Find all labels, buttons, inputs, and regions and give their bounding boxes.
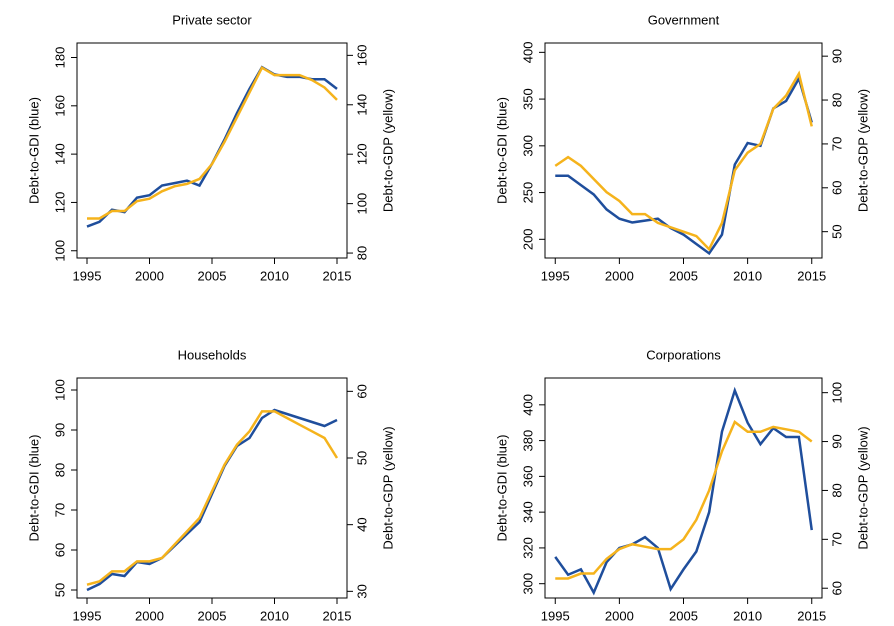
x-tick-label: 2005 [669, 268, 698, 283]
y-tick-label: 380 [520, 430, 535, 452]
y-tick-label: 340 [520, 501, 535, 523]
y-tick-label: 350 [520, 88, 535, 110]
y2-tick-label: 140 [354, 94, 369, 116]
panel-title: Private sector [172, 12, 252, 27]
y-tick-label: 300 [520, 573, 535, 595]
y-axis-title: Debt-to-GDI (blue) [26, 97, 41, 204]
x-tick-label: 2015 [323, 608, 352, 623]
series-line [86, 410, 339, 586]
x-tick-label: 1995 [541, 608, 570, 623]
series-line [555, 75, 813, 256]
y2-tick-label: 80 [829, 483, 844, 497]
x-tick-label: 1995 [73, 268, 102, 283]
series-line [86, 408, 338, 592]
y2-tick-label: 100 [354, 193, 369, 215]
y-tick-label: 120 [52, 192, 67, 214]
y-tick-label: 160 [52, 95, 67, 117]
panel-title: Corporations [646, 347, 721, 362]
y2-tick-label: 40 [354, 517, 369, 531]
y2-tick-label: 100 [829, 382, 844, 404]
y-tick-label: 60 [52, 543, 67, 557]
x-tick-label: 2005 [198, 608, 227, 623]
y-tick-label: 50 [52, 583, 67, 597]
y2-axis-title: Debt-to-GDP (yellow) [855, 89, 870, 212]
y-axis-title: Debt-to-GDI (blue) [26, 435, 41, 542]
plot-box [544, 377, 823, 599]
plot-box [76, 377, 348, 599]
y-tick-label: 70 [52, 503, 67, 517]
y2-tick-label: 80 [354, 246, 369, 260]
y2-tick-label: 70 [829, 532, 844, 546]
series-line [86, 65, 338, 228]
x-tick-label: 1995 [541, 268, 570, 283]
y-tick-label: 320 [520, 537, 535, 559]
y-tick-label: 180 [52, 47, 67, 69]
y2-tick-label: 60 [829, 181, 844, 195]
y-tick-label: 90 [52, 423, 67, 437]
y2-tick-label: 50 [354, 451, 369, 465]
y2-axis-title: Debt-to-GDP (yellow) [380, 426, 395, 549]
x-tick-label: 1995 [73, 608, 102, 623]
x-tick-label: 2010 [733, 268, 762, 283]
y-axis-title: Debt-to-GDI (blue) [494, 97, 509, 204]
y-tick-label: 100 [52, 379, 67, 401]
y2-tick-label: 120 [354, 143, 369, 165]
y-tick-label: 140 [52, 143, 67, 165]
y2-tick-label: 30 [354, 584, 369, 598]
x-tick-label: 2000 [135, 608, 164, 623]
y-tick-label: 400 [520, 41, 535, 63]
y2-tick-label: 80 [829, 93, 844, 107]
x-tick-label: 2005 [669, 608, 698, 623]
y-tick-label: 300 [520, 135, 535, 157]
x-tick-label: 2005 [198, 268, 227, 283]
x-tick-label: 2000 [605, 268, 634, 283]
x-tick-label: 2015 [323, 268, 352, 283]
y2-tick-label: 60 [354, 384, 369, 398]
plot-box [76, 42, 348, 259]
y2-tick-label: 70 [829, 137, 844, 151]
x-tick-label: 2015 [797, 268, 826, 283]
series-line [555, 420, 813, 580]
y-tick-label: 250 [520, 182, 535, 204]
y-tick-label: 100 [52, 240, 67, 262]
series-line [554, 386, 813, 596]
y-tick-label: 360 [520, 466, 535, 488]
y2-tick-label: 90 [829, 49, 844, 63]
y2-tick-label: 60 [829, 581, 844, 595]
y2-axis-title: Debt-to-GDP (yellow) [380, 89, 395, 212]
series-line [87, 65, 338, 220]
x-tick-label: 2010 [260, 268, 289, 283]
x-tick-label: 2000 [135, 268, 164, 283]
y-tick-label: 400 [520, 394, 535, 416]
x-tick-label: 2000 [605, 608, 634, 623]
y2-tick-label: 160 [354, 45, 369, 67]
series-line [554, 70, 813, 252]
panel-title: Government [648, 12, 720, 27]
y2-tick-label: 50 [829, 224, 844, 238]
x-tick-label: 2010 [260, 608, 289, 623]
y2-axis-title: Debt-to-GDP (yellow) [855, 426, 870, 549]
x-tick-label: 2015 [797, 608, 826, 623]
y-axis-title: Debt-to-GDI (blue) [494, 435, 509, 542]
y-tick-label: 200 [520, 228, 535, 250]
x-tick-label: 2010 [733, 608, 762, 623]
plot-box [544, 42, 823, 259]
y2-tick-label: 90 [829, 434, 844, 448]
panel-title: Households [178, 347, 247, 362]
y-tick-label: 80 [52, 463, 67, 477]
